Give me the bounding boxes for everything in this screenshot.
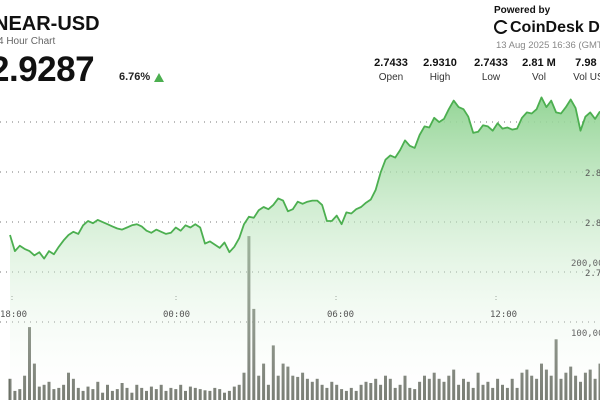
x-tick-label: 00:00	[163, 310, 190, 320]
x-tick-label: 18:00	[0, 310, 27, 320]
volume-tick-label: 100,000	[571, 329, 600, 339]
x-tick-label: 12:00	[490, 310, 517, 320]
stat-open-value: 2.7433	[374, 57, 408, 69]
volume-tick-label: 200,000	[571, 259, 600, 269]
stat-open-label: Open	[378, 72, 404, 83]
page-title: NEAR-USD	[0, 13, 100, 35]
stat-vol-value: 2.81 M	[522, 57, 556, 69]
x-tick-label: 06:00	[327, 310, 354, 320]
price-tick-label: 2.8	[585, 169, 600, 179]
timestamp: 13 Aug 2025 16:36 (GMT	[496, 40, 600, 51]
stat-high-label: High	[429, 72, 451, 83]
price-area	[10, 97, 600, 400]
chart-subtitle: 4 Hour Chart	[0, 36, 56, 47]
stat-vol-label: Vol	[532, 72, 546, 83]
powered-by-label: Powered by	[494, 5, 551, 16]
price-tick-label: 2.8	[585, 219, 600, 229]
price-change: 6.76%	[119, 71, 151, 83]
stat-low-value: 2.7433	[474, 57, 508, 69]
stat-volusd-label: Vol USD	[573, 72, 600, 83]
price-line	[9, 96, 600, 260]
stat-low-label: Low	[481, 72, 501, 83]
current-price: 2.9287	[0, 50, 95, 89]
brand-name: CoinDesk Data	[510, 19, 600, 36]
price-tick-label: 2.7	[585, 269, 600, 279]
up-arrow-icon	[154, 73, 164, 82]
stat-high-value: 2.9310	[423, 57, 457, 69]
coindesk-logo-icon	[494, 20, 508, 34]
stat-volusd-value: 7.98 M	[575, 57, 600, 69]
